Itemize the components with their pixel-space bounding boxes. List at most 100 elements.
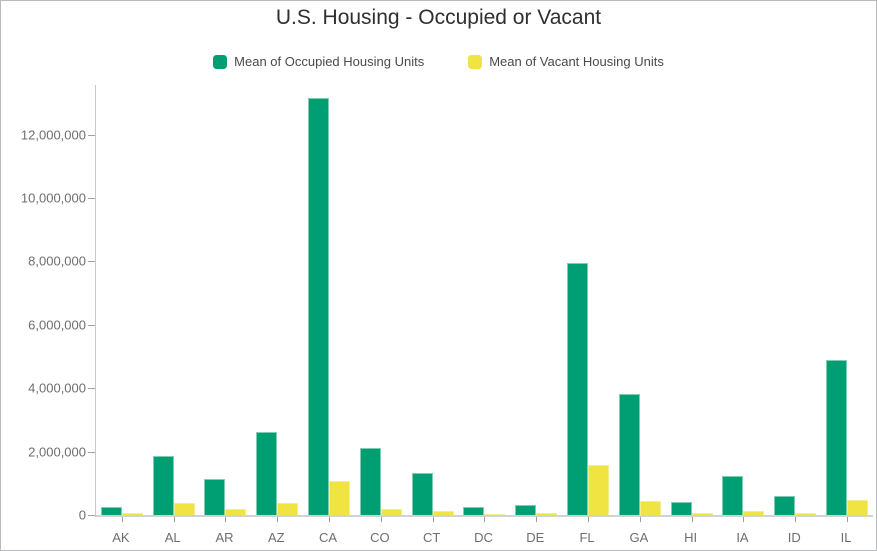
category-slot-al: [148, 89, 200, 522]
bar-vacant-hi[interactable]: [691, 513, 713, 515]
y-axis-line-cap: [95, 85, 96, 89]
category-slot-ia: [718, 89, 770, 522]
category-slot-hi: [666, 89, 718, 522]
category-slot-ga: [614, 89, 666, 522]
x-axis-label-co: CO: [370, 530, 390, 545]
category-slot-de: [510, 89, 562, 522]
y-axis-tick-label: 12,000,000: [20, 127, 86, 143]
y-axis-tick-label: 10,000,000: [20, 190, 86, 206]
x-axis-label-ca: CA: [319, 530, 338, 545]
bar-occupied-ct[interactable]: [411, 473, 433, 515]
category-slot-ca: [303, 89, 355, 522]
bar-occupied-ia[interactable]: [722, 476, 744, 515]
bar-vacant-ca[interactable]: [329, 481, 351, 515]
bar-occupied-ar[interactable]: [204, 479, 226, 515]
x-axis-label-il: IL: [840, 530, 852, 545]
legend-item-occupied[interactable]: Mean of Occupied Housing Units: [213, 54, 424, 69]
chart-title: U.S. Housing - Occupied or Vacant: [275, 6, 602, 29]
x-axis-tick-mark: [639, 517, 641, 522]
category-slot-ct: [407, 89, 459, 522]
bar-vacant-ct[interactable]: [432, 511, 454, 515]
bar-vacant-ar[interactable]: [225, 509, 247, 515]
legend: Mean of Occupied Housing Units Mean of V…: [1, 54, 876, 69]
y-axis-tick-label: 2,000,000: [28, 444, 86, 460]
x-axis-tick-mark: [691, 517, 693, 522]
bar-occupied-id[interactable]: [774, 496, 796, 515]
y-axis-tick-mark: [88, 451, 95, 453]
bar-vacant-dc[interactable]: [484, 514, 506, 515]
bar-occupied-az[interactable]: [256, 432, 278, 515]
x-axis-label-hi: HI: [684, 530, 698, 545]
bar-vacant-co[interactable]: [380, 509, 402, 515]
x-axis-tick-mark: [588, 517, 590, 522]
bar-occupied-ga[interactable]: [618, 394, 640, 515]
x-axis-tick-mark: [536, 517, 538, 522]
vacant-series-swatch: [468, 54, 483, 69]
y-axis-tick-label: 6,000,000: [28, 317, 86, 333]
category-slot-id: [769, 89, 821, 522]
x-axis-tick-mark: [380, 517, 382, 522]
bar-vacant-ia[interactable]: [743, 511, 765, 515]
bar-occupied-co[interactable]: [359, 448, 381, 515]
legend-label-vacant: Mean of Vacant Housing Units: [489, 54, 664, 69]
x-axis-tick-mark: [484, 517, 486, 522]
y-axis: 0 2,000,000 4,000,000 6,000,000 8,000,000 10,…: [1, 89, 86, 522]
category-slot-az: [251, 89, 303, 522]
bar-vacant-il[interactable]: [847, 500, 869, 515]
x-axis-tick-mark: [795, 517, 797, 522]
bar-vacant-de[interactable]: [536, 513, 558, 515]
y-axis-tick-mark: [88, 515, 95, 516]
bar-vacant-ak[interactable]: [121, 513, 143, 515]
x-axis: AK AL AR AZ CA CO CT DC DE FL GA HI IA ID IL: [95, 530, 872, 545]
bar-occupied-ca[interactable]: [308, 98, 330, 515]
legend-item-vacant[interactable]: Mean of Vacant Housing Units: [468, 54, 664, 69]
x-axis-label-ct: CT: [423, 530, 441, 545]
x-axis-tick-mark: [743, 517, 745, 522]
bar-occupied-ak[interactable]: [100, 507, 122, 515]
x-axis-label-ar: AR: [215, 530, 234, 545]
x-axis-tick-mark: [225, 517, 227, 522]
y-axis-tick-mark: [88, 134, 95, 136]
bar-vacant-fl[interactable]: [588, 465, 610, 515]
x-axis-label-al: AL: [164, 530, 181, 545]
y-axis-tick-mark: [88, 261, 95, 263]
x-axis-tick-mark: [121, 517, 123, 522]
occupied-series-swatch: [213, 54, 228, 69]
bar-vacant-az[interactable]: [277, 503, 299, 515]
plot-area: [95, 89, 873, 522]
y-axis-tick-mark: [88, 388, 95, 390]
x-axis-label-ak: AK: [112, 530, 130, 545]
legend-label-occupied: Mean of Occupied Housing Units: [234, 54, 425, 69]
x-axis-label-de: DE: [526, 530, 545, 545]
x-axis-label-az: AZ: [267, 530, 285, 545]
bar-occupied-fl[interactable]: [567, 263, 589, 515]
category-slot-ak: [96, 89, 148, 522]
bar-occupied-dc[interactable]: [463, 507, 485, 515]
x-axis-label-fl: FL: [579, 530, 595, 545]
category-slot-il: [821, 89, 873, 522]
x-axis-label-ia: IA: [736, 530, 749, 545]
category-slot-co: [355, 89, 407, 522]
x-axis-tick-mark: [173, 517, 175, 522]
y-axis-tick-mark: [88, 198, 95, 199]
x-axis-tick-mark: [432, 517, 434, 522]
bar-vacant-id[interactable]: [795, 513, 817, 515]
y-axis-tick-label: 8,000,000: [28, 253, 86, 269]
bar-occupied-al[interactable]: [152, 456, 174, 515]
x-axis-tick-mark: [847, 517, 849, 522]
bar-occupied-de[interactable]: [515, 505, 537, 515]
x-axis-label-id: ID: [787, 530, 801, 545]
x-axis-label-ga: GA: [629, 530, 649, 545]
x-axis-tick-mark: [277, 517, 279, 522]
y-axis-tick-label: 0: [78, 507, 86, 523]
bar-vacant-al[interactable]: [173, 503, 195, 515]
category-slot-ar: [200, 89, 252, 522]
y-axis-tick-mark: [88, 324, 95, 326]
bar-vacant-ga[interactable]: [639, 501, 661, 515]
bar-occupied-il[interactable]: [826, 360, 848, 515]
category-slot-fl: [562, 89, 614, 522]
x-axis-tick-mark: [329, 517, 331, 522]
y-axis-tick-label: 4,000,000: [28, 380, 86, 396]
bar-occupied-hi[interactable]: [670, 502, 692, 515]
